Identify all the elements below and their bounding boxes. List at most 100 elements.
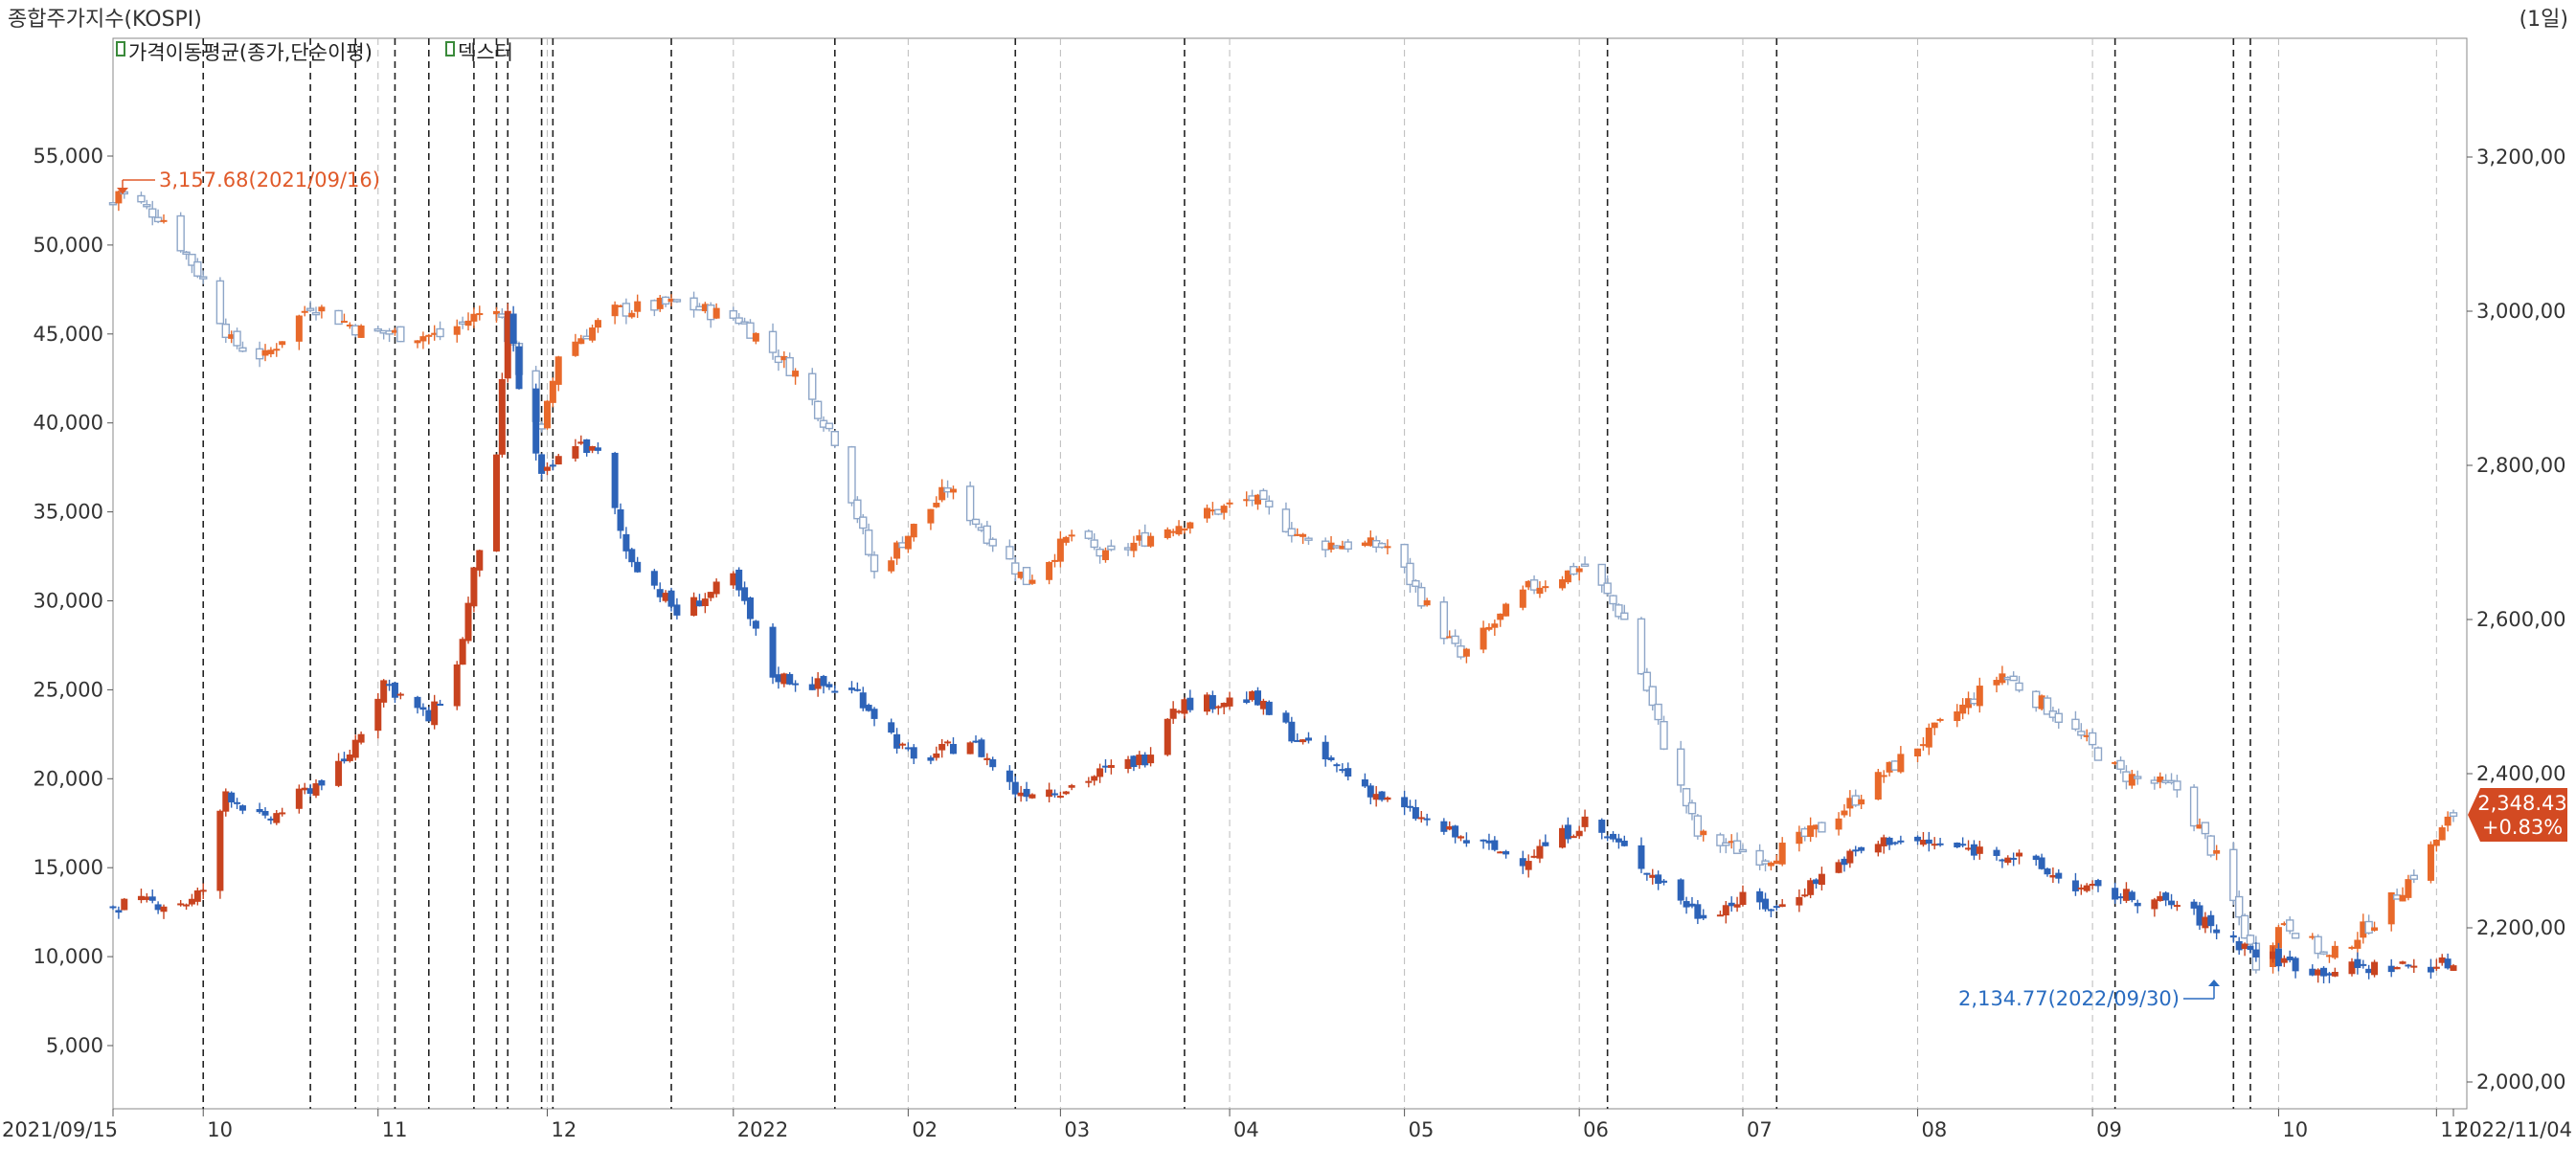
candle-body (2157, 776, 2164, 782)
candle-body (233, 330, 241, 347)
candle-body (1147, 755, 1155, 764)
legend-kospi[interactable]: 가격이동평균(종가,단순이평) (128, 41, 373, 64)
candle-body (182, 251, 191, 256)
candle-body (825, 422, 834, 430)
candle-body (1954, 711, 1961, 722)
candle-body (1778, 904, 1786, 908)
candle-body (904, 535, 912, 550)
candle-body (470, 567, 478, 607)
candle-body (577, 441, 585, 444)
candle-body (306, 788, 314, 795)
date-axis: 2021/09/15 10 11 12 2022 02 03 04 05 06 07 08 09 10 11… (2, 1109, 2572, 1141)
candle-body (1976, 686, 1983, 707)
candle-body (589, 327, 597, 341)
candle-body (1858, 799, 1865, 805)
candle-body (1722, 905, 1729, 916)
candle-body (2116, 759, 2125, 770)
date-tick-label: 11 (2440, 1118, 2466, 1141)
candle-body (2286, 919, 2294, 932)
candle-body (2280, 958, 2288, 963)
candle-body (1107, 545, 1116, 551)
candle-body (1688, 903, 1696, 907)
candle-body (933, 753, 940, 758)
candle-body (273, 349, 281, 351)
candle-body (1738, 848, 1748, 853)
candle-body (396, 693, 404, 696)
candle-body (374, 698, 382, 732)
candle-body (1503, 603, 1510, 617)
candle-body (888, 560, 895, 572)
candle-body (617, 508, 624, 531)
candle-body (621, 303, 631, 317)
candle-body (1164, 718, 1171, 755)
candle-body (1931, 844, 1938, 846)
candle-body (2274, 927, 2282, 949)
candle-body (572, 341, 579, 356)
candle-body (2122, 889, 2130, 901)
candle-body (634, 561, 642, 573)
candle-body (2309, 935, 2316, 938)
candle-body (340, 321, 348, 324)
candle-body (318, 306, 326, 312)
candle-body (1462, 648, 1470, 657)
candle-body (1739, 891, 1747, 906)
candle-body (2134, 776, 2142, 779)
candle-body (1175, 526, 1183, 535)
candle-body (701, 304, 709, 312)
candle-body (893, 733, 901, 749)
candle-body (373, 327, 382, 332)
candle-body (2093, 747, 2103, 761)
candle-body (148, 896, 156, 901)
candle-body (965, 485, 975, 522)
candle-body (2371, 927, 2379, 931)
candle-body (752, 332, 759, 342)
date-tick-label: 10 (2282, 1118, 2308, 1141)
candle-body (2393, 966, 2401, 970)
candle-body (2016, 852, 2023, 857)
candle-body (1439, 601, 1449, 640)
period-label[interactable]: (1일) (2520, 8, 2568, 32)
candle-body (1762, 898, 1770, 910)
candle-body (414, 340, 421, 344)
candle-body (2038, 857, 2045, 869)
candle-body (2325, 973, 2333, 976)
candle-body (1181, 699, 1188, 714)
candle-body (927, 757, 935, 761)
candle-body (1181, 529, 1188, 531)
candle-body (701, 598, 709, 607)
candle-body (577, 338, 585, 345)
candle-body (1654, 703, 1662, 721)
candle-body (2202, 916, 2209, 929)
candle-body (989, 758, 997, 768)
candle-body (2134, 902, 2141, 907)
candle-body (538, 454, 546, 474)
candle-body (628, 549, 636, 563)
legend-swatch-icon (445, 41, 455, 56)
candle-body (1254, 690, 1261, 706)
candle-body (888, 722, 895, 733)
candle-body (1497, 613, 1504, 620)
candle-body (346, 324, 353, 327)
candle-body (1559, 827, 1567, 848)
candle-body (1226, 502, 1233, 505)
candle-body (2387, 891, 2395, 925)
candle-body (509, 313, 517, 345)
candle-body (549, 464, 556, 467)
legend-swatch-icon (116, 41, 125, 56)
legend-dexter[interactable]: 덱스터 (458, 41, 513, 64)
candle-body (188, 898, 195, 905)
candle-body (2235, 940, 2243, 951)
date-tick-label: 2022 (737, 1118, 788, 1141)
candle-body (464, 602, 472, 642)
candle-body (2348, 961, 2356, 975)
candle-body (1028, 794, 1036, 799)
candle-body (1491, 623, 1499, 628)
candle-body (1130, 755, 1138, 768)
right-tick-label: 2,400,00 (2476, 762, 2566, 785)
candle-body (1604, 836, 1612, 839)
candle-body (1756, 890, 1764, 903)
candle-body (830, 431, 840, 446)
candle-body (492, 454, 500, 552)
candle-body (1676, 748, 1685, 786)
